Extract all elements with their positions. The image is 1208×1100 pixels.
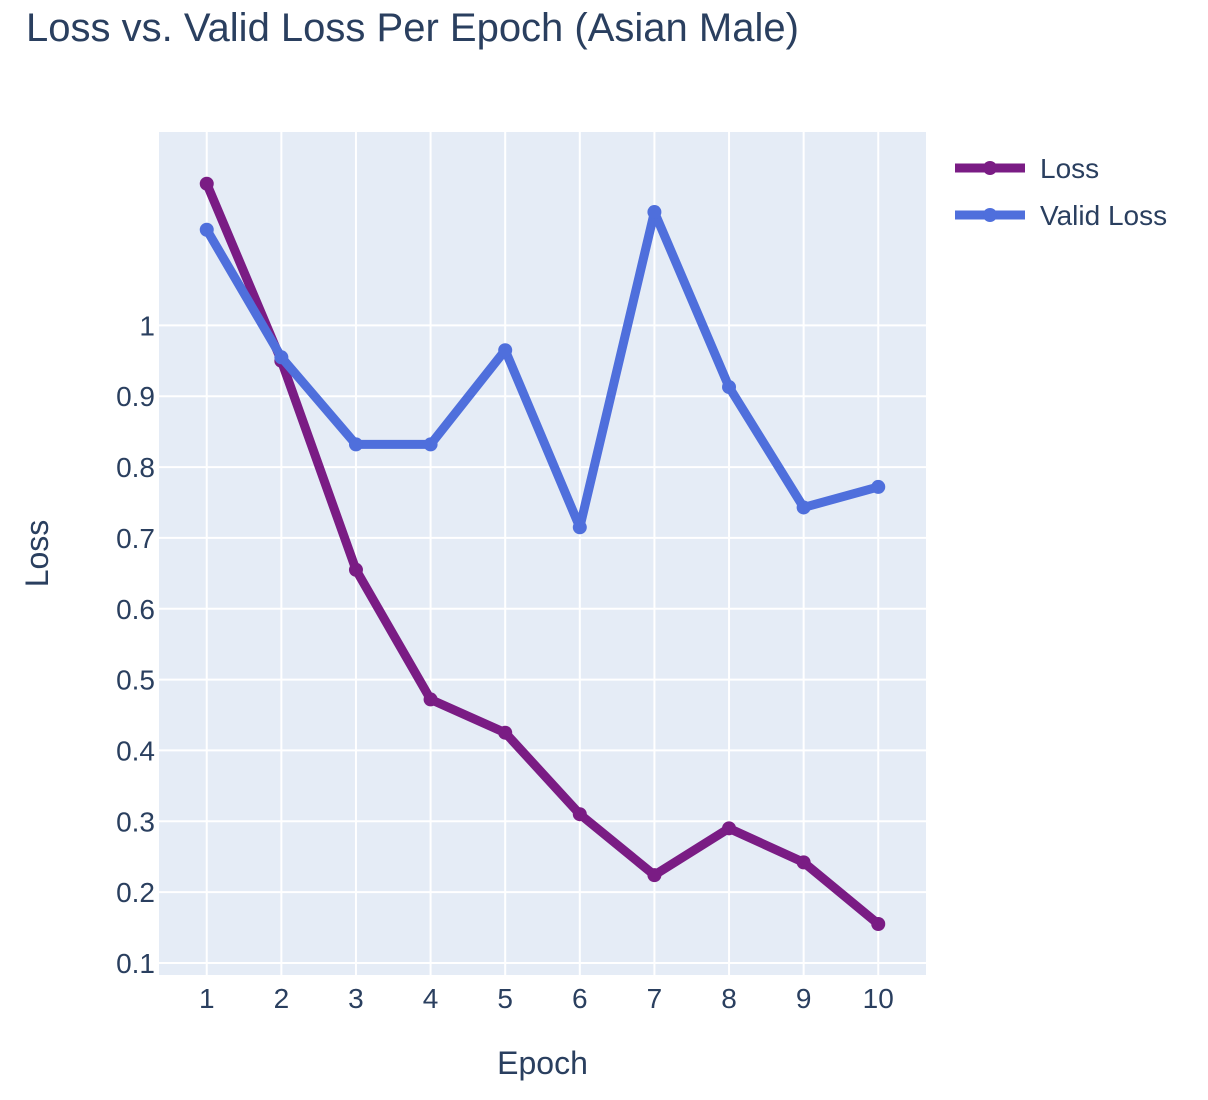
valid-loss-point xyxy=(796,500,811,515)
loss-point xyxy=(199,176,214,191)
x-tick-label: 4 xyxy=(423,983,439,1014)
valid-loss-point xyxy=(423,437,438,452)
valid-loss-point xyxy=(647,205,662,220)
loss-point xyxy=(572,807,587,822)
y-axis-title: Loss xyxy=(19,520,55,588)
x-tick-label: 9 xyxy=(796,983,812,1014)
loss-point xyxy=(722,821,737,836)
loss-point xyxy=(871,916,886,931)
x-tick-label: 10 xyxy=(863,983,894,1014)
y-tick-label: 1 xyxy=(139,310,155,341)
series-lines xyxy=(199,176,886,931)
legend: Loss Valid Loss xyxy=(955,153,1167,231)
x-tick-label: 8 xyxy=(721,983,737,1014)
x-tick-label: 7 xyxy=(647,983,663,1014)
loss-point xyxy=(423,692,438,707)
valid-loss-point xyxy=(572,520,587,535)
series-line-loss xyxy=(202,179,883,929)
valid-loss-point xyxy=(722,380,737,395)
y-tick-label: 0.5 xyxy=(116,665,155,696)
valid-loss-point xyxy=(199,222,214,237)
plot-background xyxy=(159,132,926,975)
y-tick-label: 0.6 xyxy=(116,594,155,625)
legend-marker-valid-loss xyxy=(983,208,997,222)
x-tick-label: 1 xyxy=(199,983,215,1014)
x-tick-label: 5 xyxy=(497,983,513,1014)
y-tick-label: 0.3 xyxy=(116,806,155,837)
loss-point xyxy=(348,562,363,577)
y-tick-label: 0.9 xyxy=(116,381,155,412)
y-tick-label: 0.7 xyxy=(116,523,155,554)
legend-marker-loss xyxy=(983,161,997,175)
x-tick-label: 2 xyxy=(274,983,290,1014)
loss-point xyxy=(498,725,513,740)
y-tick-label: 0.8 xyxy=(116,452,155,483)
legend-label-valid-loss: Valid Loss xyxy=(1040,200,1167,231)
y-axis-ticks: 0.1 0.2 0.3 0.4 0.5 0.6 0.7 0.8 0.9 1 xyxy=(116,310,155,979)
x-tick-label: 3 xyxy=(348,983,364,1014)
y-tick-label: 0.1 xyxy=(116,948,155,979)
loss-point xyxy=(796,855,811,870)
valid-loss-point xyxy=(274,350,289,365)
x-axis-ticks: 1 2 3 4 5 6 7 8 9 10 xyxy=(199,983,894,1014)
loss-point xyxy=(647,868,662,883)
y-tick-label: 0.2 xyxy=(116,877,155,908)
valid-loss-point xyxy=(498,343,513,358)
valid-loss-point xyxy=(871,479,886,494)
x-axis-title: Epoch xyxy=(497,1045,588,1081)
series-line-valid-loss xyxy=(202,207,883,532)
valid-loss-point xyxy=(348,437,363,452)
y-tick-label: 0.4 xyxy=(116,735,155,766)
chart-title: Loss vs. Valid Loss Per Epoch (Asian Mal… xyxy=(26,6,799,50)
grid-lines xyxy=(159,132,926,975)
legend-label-loss: Loss xyxy=(1040,153,1099,184)
x-tick-label: 6 xyxy=(572,983,588,1014)
